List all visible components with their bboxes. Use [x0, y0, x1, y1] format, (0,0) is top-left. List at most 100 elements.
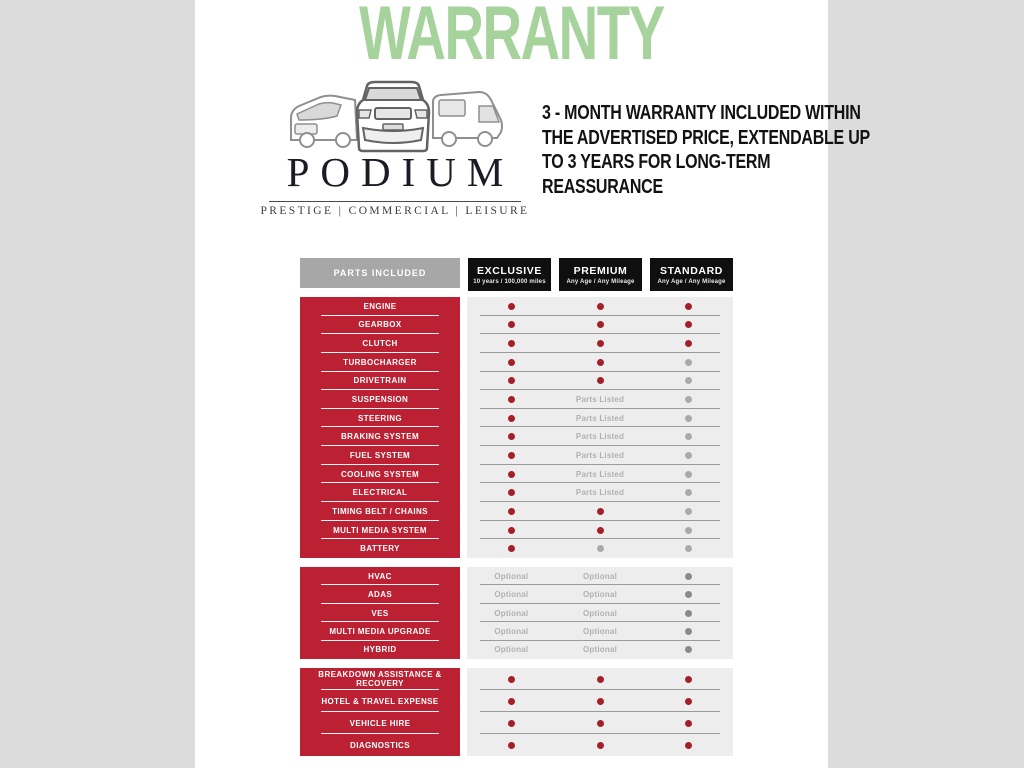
coverage-text: Optional [494, 590, 529, 600]
coverage-cell [467, 539, 556, 558]
included-dot-icon [596, 675, 604, 683]
blurb-line: THE ADVERTISED PRICE, EXTENDABLE UP [542, 125, 870, 149]
part-label: VES [300, 604, 460, 623]
coverage-text: Optional [494, 645, 529, 655]
coverage-cell: Optional [556, 585, 645, 603]
table-row: Optional Optional [467, 567, 733, 586]
included-dot-icon [507, 340, 515, 348]
coverage-cell: Parts Listed [556, 409, 645, 428]
coverage-cell [556, 539, 645, 558]
part-label: HVAC [300, 567, 460, 586]
table-row: Parts Listed [467, 409, 733, 428]
excluded-dot-icon [685, 591, 693, 599]
coverage-cell [644, 483, 733, 502]
excluded-dot-icon [685, 627, 693, 635]
coverage-grid-section [467, 668, 733, 756]
warranty-blurb: 3 - MONTH WARRANTY INCLUDED WITHIN THE A… [542, 101, 870, 199]
included-dot-icon [507, 470, 515, 478]
excluded-dot-icon [685, 609, 693, 617]
brand-tagline: PRESTIGE | COMMERCIAL | LEISURE [260, 205, 530, 217]
coverage-cell: Optional [467, 604, 556, 622]
part-label: FUEL SYSTEM [300, 446, 460, 465]
coverage-cell [467, 353, 556, 372]
coverage-cell [467, 297, 556, 316]
coverage-cell: Optional [467, 622, 556, 640]
included-dot-icon [507, 377, 515, 385]
coverage-cell [467, 427, 556, 446]
included-dot-icon [685, 719, 693, 727]
coverage-cell: Optional [556, 604, 645, 622]
coverage-text: Optional [582, 608, 618, 618]
included-dot-icon [507, 451, 515, 459]
part-label: VEHICLE HIRE [300, 712, 460, 734]
coverage-cell [467, 690, 556, 712]
coverage-cell [644, 390, 733, 409]
part-label: STEERING [300, 409, 460, 428]
blurb-line: TO 3 YEARS FOR LONG-TERM [542, 150, 771, 173]
included-dot-icon [596, 697, 604, 705]
part-label: DRIVETRAIN [300, 372, 460, 391]
excluded-dot-icon [685, 358, 693, 366]
coverage-cell: Parts Listed [556, 390, 645, 409]
coverage-cell [556, 690, 645, 712]
coverage-text: Optional [494, 608, 529, 618]
table-row [467, 372, 733, 391]
blurb-line: REASSURANCE [542, 174, 663, 198]
included-dot-icon [507, 396, 515, 404]
coverage-text: Optional [494, 571, 529, 581]
coverage-text: Optional [582, 626, 618, 636]
coverage-cell [644, 641, 733, 659]
coverage-cell [644, 372, 733, 391]
included-dot-icon [685, 697, 693, 705]
table-row [467, 334, 733, 353]
coverage-cell [467, 465, 556, 484]
included-dot-icon [596, 340, 604, 348]
plan-name: STANDARD [660, 264, 723, 277]
table-row: Parts Listed [467, 465, 733, 484]
parts-included-header: PARTS INCLUDED [300, 258, 460, 288]
part-label: DIAGNOSTICS [350, 740, 410, 750]
coverage-cell [644, 690, 733, 712]
plan-name: EXCLUSIVE [477, 264, 542, 277]
excluded-dot-icon [685, 507, 693, 515]
plan-header-exclusive: EXCLUSIVE 10 years / 100,000 miles [468, 258, 551, 291]
part-label: MULTI MEDIA SYSTEM [300, 521, 460, 540]
part-label: HOTEL & TRAVEL EXPENSE [300, 690, 460, 712]
part-label: ENGINE [300, 297, 460, 316]
included-dot-icon [596, 358, 604, 366]
warranty-comparison-table: PARTS INCLUDED EXCLUSIVE 10 years / 100,… [195, 0, 828, 768]
page-title: WARRANTY [359, 0, 665, 76]
excluded-dot-icon [685, 396, 693, 404]
coverage-cell [556, 712, 645, 734]
plan-name: PREMIUM [573, 264, 628, 277]
plan-subtitle: 10 years / 100,000 miles [473, 278, 546, 285]
vehicles-logo-icon [290, 80, 503, 153]
coverage-grid-section: Parts Listed Parts Listed Parts Listed Part… [467, 297, 733, 558]
excluded-dot-icon [685, 377, 693, 385]
coverage-text: Parts Listed [575, 450, 625, 460]
included-dot-icon [507, 545, 515, 553]
included-dot-icon [507, 741, 515, 749]
included-dot-icon [596, 719, 604, 727]
included-dot-icon [507, 358, 515, 366]
coverage-cell: Optional [556, 622, 645, 640]
coverage-cell: Optional [556, 567, 645, 585]
blurb-line: 3 - MONTH WARRANTY INCLUDED WITHIN [542, 101, 861, 124]
coverage-cell [644, 427, 733, 446]
coverage-cell: Optional [467, 641, 556, 659]
coverage-cell: Parts Listed [556, 483, 645, 502]
coverage-cell: Parts Listed [556, 446, 645, 465]
plan-header-premium: PREMIUM Any Age / Any Mileage [559, 258, 642, 291]
excluded-dot-icon [685, 545, 693, 553]
coverage-text: Optional [582, 571, 618, 581]
included-dot-icon [685, 321, 693, 329]
excluded-dot-icon [685, 526, 693, 534]
part-label: GEARBOX [300, 316, 460, 335]
coverage-cell [556, 668, 645, 690]
coverage-cell [644, 539, 733, 558]
coverage-cell [644, 604, 733, 622]
included-dot-icon [507, 697, 515, 705]
included-dot-icon [596, 741, 604, 749]
coverage-cell: Optional [467, 567, 556, 585]
parts-column-section: BREAKDOWN ASSISTANCE & RECOVERY HOTEL & T… [300, 668, 460, 756]
